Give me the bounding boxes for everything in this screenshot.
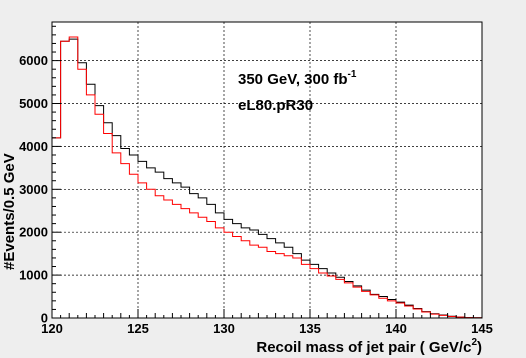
grid — [52, 22, 482, 318]
y-tick-label: 1000 — [19, 268, 48, 283]
x-tick-label: 130 — [213, 321, 235, 336]
y-tick-label: 4000 — [19, 139, 48, 154]
series-group — [51, 36, 482, 319]
axes: 120 125 130 135 140 145 0 1000 2000 3000 4000 5000 6… — [19, 25, 493, 336]
y-tick-label: 0 — [41, 311, 48, 326]
x-tick-label: 125 — [127, 321, 149, 336]
x-tick-label: 140 — [385, 321, 407, 336]
annotation-energy-lumi: 350 GeV, 300 fb-1 — [238, 69, 357, 88]
x-axis-label-sup: 2 — [471, 337, 477, 348]
annotation-polarization: eL80.pR30 — [238, 97, 313, 114]
histogram-series-1 — [51, 38, 482, 319]
x-tick-label: 135 — [299, 321, 321, 336]
y-tick-label: 5000 — [19, 96, 48, 111]
plot-area-background — [52, 22, 482, 318]
y-tick-label: 3000 — [19, 182, 48, 197]
y-tick-label: 6000 — [19, 53, 48, 68]
x-axis-label: Recoil mass of jet pair ( GeV/c2) — [256, 337, 482, 356]
x-tick-label: 120 — [41, 321, 63, 336]
histogram-series-2 — [51, 36, 482, 319]
y-tick-label: 2000 — [19, 225, 48, 240]
x-tick-label: 145 — [471, 321, 493, 336]
y-axis-label: #Events/0.5 GeV — [1, 153, 18, 270]
annotation-energy-lumi-sup: -1 — [348, 69, 357, 80]
